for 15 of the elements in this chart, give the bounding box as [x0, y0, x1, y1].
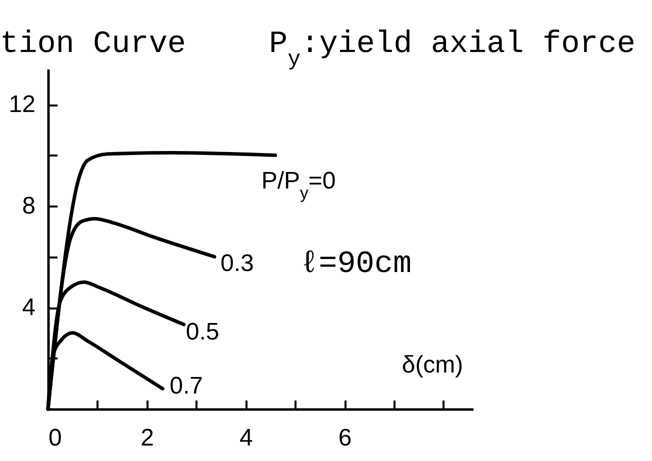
x-tick-label: 0	[48, 424, 62, 452]
y-tick-label: 12	[8, 91, 36, 118]
x-axis-title: δ(cm)	[402, 352, 464, 378]
y-tick-label: 4	[22, 294, 36, 322]
series-label: 0.3	[220, 250, 254, 277]
annotation: ℓ=90cm	[300, 247, 412, 282]
series-label: P/P$_{y}$=0	[261, 167, 336, 202]
y-tick-label: 8	[22, 192, 36, 220]
x-tick-label: 2	[140, 424, 154, 452]
annotation: P$_{y}$:yield axial force	[269, 27, 636, 72]
series-label: 0.5	[186, 318, 220, 346]
x-tick-label: 4	[239, 424, 253, 452]
chart-title: tion Curve	[0, 27, 186, 62]
x-tick-label: 6	[338, 424, 352, 452]
series-label: 0.7	[170, 372, 204, 400]
